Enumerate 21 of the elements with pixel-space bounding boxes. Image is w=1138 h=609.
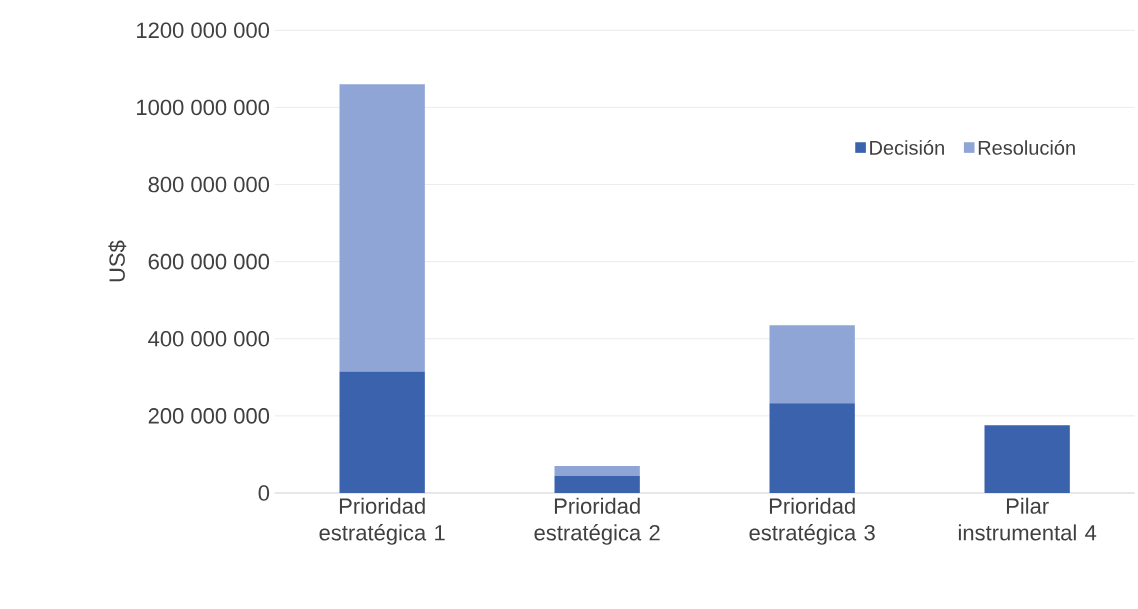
y-tick-label: 800 000 000	[148, 176, 270, 193]
y-tick-label: 1200 000 000	[137, 22, 270, 39]
legend-label: Resolución	[978, 139, 1075, 155]
bar	[554, 475, 640, 493]
x-tick-label: Prioridad estratégica 2	[534, 497, 660, 545]
legend-label: Decisión	[870, 139, 944, 155]
y-tick-label: 400 000 000	[148, 330, 270, 347]
bar	[554, 466, 640, 476]
x-tick-label: Prioridad estratégica 3	[749, 497, 875, 545]
bar	[339, 371, 425, 493]
bar	[769, 403, 855, 493]
y-tick-label: 0	[258, 485, 270, 501]
y-tick-label: 600 000 000	[148, 253, 270, 270]
bar	[984, 425, 1070, 493]
x-tick-label: Prioridad estratégica 1	[319, 497, 445, 545]
bar	[769, 325, 855, 404]
y-tick-label: 1000 000 000	[137, 99, 270, 116]
bar	[339, 84, 425, 372]
y-tick-label: 200 000 000	[148, 408, 270, 424]
y-axis-title: US$	[108, 240, 127, 282]
x-tick-label: Pilar instrumental 4	[958, 497, 1097, 541]
